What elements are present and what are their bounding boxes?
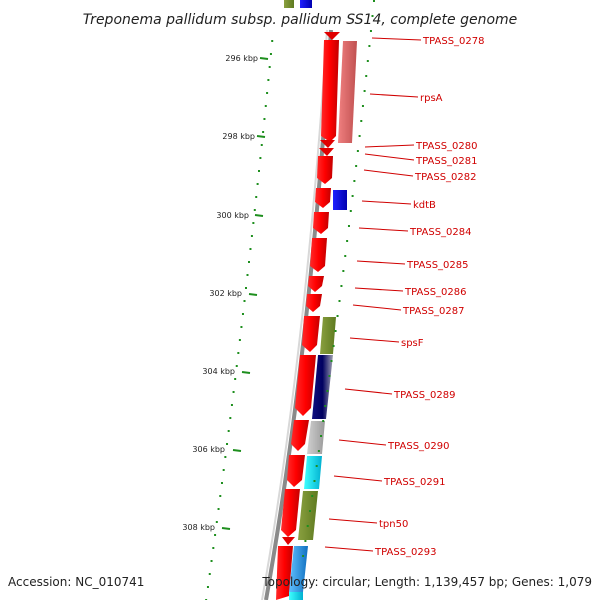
gene-label: TPASS_0282 xyxy=(414,172,476,183)
cds-0284-gene xyxy=(313,212,329,234)
cds-0287-gene xyxy=(306,294,322,312)
leader-line xyxy=(344,388,393,395)
gene-label: tpn50 xyxy=(379,519,408,530)
tick-label: 308 kbp xyxy=(182,523,215,532)
gene-labels: TPASS_0278 rpsA TPASS_0280 TPASS_0281 TP… xyxy=(374,36,484,558)
gene-label: TPASS_0287 xyxy=(402,306,464,317)
gene-label: TPASS_0280 xyxy=(415,141,477,152)
leader-line xyxy=(358,227,409,232)
feature-olive-2 xyxy=(298,491,318,540)
feature-grey xyxy=(307,421,325,454)
tick-label: 298 kbp xyxy=(222,132,255,141)
outer-dot-track xyxy=(205,40,274,600)
map-title: Treponema pallidum subsp. pallidum SS14,… xyxy=(83,12,518,28)
gene-label: TPASS_0281 xyxy=(415,156,477,167)
tick-mark xyxy=(254,214,264,217)
feature-cyan xyxy=(304,456,322,489)
cds-spsF-gene xyxy=(302,316,320,352)
tick-mark xyxy=(221,527,231,530)
backbone-inner xyxy=(261,29,328,600)
gene-label: TPASS_0284 xyxy=(409,227,471,238)
feature-bottom-cyan xyxy=(289,592,303,600)
tick-label: 296 kbp xyxy=(225,54,258,63)
feature-top-blue xyxy=(300,0,312,8)
cds-0281-arrow xyxy=(319,148,334,156)
inner-dot-track xyxy=(302,0,375,557)
tick-label: 300 kbp xyxy=(216,211,249,220)
gene-label: TPASS_0289 xyxy=(393,390,455,401)
accession-text: Accession: NC_010741 xyxy=(8,575,144,589)
feature-olive-1 xyxy=(320,317,336,354)
leader-line xyxy=(333,475,383,482)
gene-label: TPASS_0290 xyxy=(387,441,449,452)
leader-line xyxy=(349,337,400,343)
gene-label: TPASS_0291 xyxy=(383,477,445,488)
secondary-features xyxy=(289,41,357,600)
leader-line xyxy=(363,169,414,177)
tick-mark xyxy=(232,449,242,452)
cds-bottom-gene xyxy=(276,546,293,600)
gene-label: TPASS_0293 xyxy=(374,547,436,558)
leader-line xyxy=(369,93,419,98)
cds-tpn50-gene xyxy=(281,489,300,537)
cds-0290-gene xyxy=(291,420,309,451)
leader-line xyxy=(361,200,412,205)
tick-mark xyxy=(248,293,258,296)
leader-line xyxy=(371,37,422,41)
topology-summary: Topology: circular; Length: 1,139,457 bp… xyxy=(261,575,592,589)
tick-mark xyxy=(241,371,251,374)
cds-0293-arrow xyxy=(282,537,295,545)
leader-line xyxy=(364,153,415,161)
leader-line xyxy=(338,439,387,446)
tick-label: 304 kbp xyxy=(202,367,235,376)
leader-line xyxy=(352,304,402,311)
cds-0289-gene xyxy=(295,355,316,416)
cds-0291-gene xyxy=(287,455,305,487)
gene-label: TPASS_0278 xyxy=(422,36,484,47)
scale-ticks: 296 kbp 298 kbp 300 kbp 302 kbp 304 kbp … xyxy=(182,54,269,532)
tick-mark xyxy=(256,135,266,138)
feature-pink xyxy=(338,41,357,143)
cds-features xyxy=(276,32,340,600)
gene-label: rpsA xyxy=(420,93,443,104)
leader-line xyxy=(328,518,378,524)
tick-mark xyxy=(259,57,269,60)
cds-kdtB-gene xyxy=(315,188,331,208)
cds-0286-gene xyxy=(308,276,324,292)
feature-navy xyxy=(312,355,333,419)
leader-line xyxy=(356,260,406,265)
cds-0280-arrow xyxy=(320,140,335,148)
leader-line xyxy=(324,546,374,552)
gene-label: kdtB xyxy=(413,200,436,211)
gene-label: spsF xyxy=(401,338,424,349)
leader-line xyxy=(354,287,404,292)
tick-label: 306 kbp xyxy=(192,445,225,454)
cds-0282-gene xyxy=(317,156,333,184)
gene-label: TPASS_0286 xyxy=(404,287,466,298)
feature-blue xyxy=(333,190,347,210)
feature-top-olive xyxy=(284,0,294,8)
cds-0285-gene xyxy=(310,238,327,272)
gene-label: TPASS_0285 xyxy=(406,260,468,271)
leader-line xyxy=(364,144,415,148)
feature-sky xyxy=(289,546,308,592)
cds-rpsA-gene xyxy=(321,40,339,142)
tick-label: 302 kbp xyxy=(209,289,242,298)
cds-0278-arrow xyxy=(324,32,340,40)
gene-leaders xyxy=(324,37,422,552)
